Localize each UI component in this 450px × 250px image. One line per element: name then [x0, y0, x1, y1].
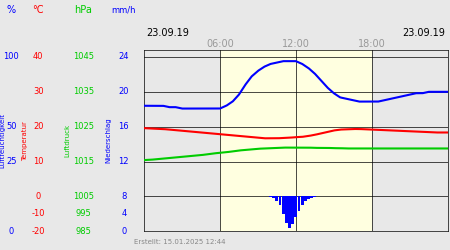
Text: 20: 20	[33, 122, 44, 131]
Bar	[307, 196, 310, 199]
Text: Temperatur: Temperatur	[22, 121, 28, 160]
Text: Niederschlag: Niederschlag	[105, 118, 111, 164]
Bar	[220, 50, 372, 231]
Bar	[288, 196, 291, 228]
Text: 0: 0	[121, 227, 126, 236]
Text: 12: 12	[118, 157, 129, 166]
Bar	[285, 196, 288, 222]
Bar	[310, 196, 313, 198]
Text: 4: 4	[121, 209, 126, 218]
Text: 0: 0	[9, 227, 14, 236]
Bar	[269, 196, 272, 197]
Text: °C: °C	[32, 5, 44, 15]
Text: 25: 25	[6, 157, 17, 166]
Bar	[279, 196, 281, 205]
Bar	[314, 196, 316, 197]
Text: -10: -10	[32, 209, 45, 218]
Bar	[297, 196, 301, 211]
Text: 50: 50	[6, 122, 17, 131]
Text: 995: 995	[76, 209, 91, 218]
Text: 8: 8	[121, 192, 126, 201]
Text: 1015: 1015	[73, 157, 94, 166]
Text: %: %	[7, 5, 16, 15]
Bar	[304, 196, 307, 201]
Bar	[294, 196, 297, 217]
Text: 30: 30	[33, 87, 44, 96]
Text: 10: 10	[33, 157, 44, 166]
Bar	[272, 196, 275, 198]
Text: Luftfeuchtigkeit: Luftfeuchtigkeit	[0, 113, 5, 168]
Text: 40: 40	[33, 52, 44, 62]
Text: mm/h: mm/h	[112, 6, 136, 15]
Text: Erstellt: 15.01.2025 12:44: Erstellt: 15.01.2025 12:44	[134, 239, 226, 245]
Text: 24: 24	[118, 52, 129, 62]
Text: 100: 100	[4, 52, 19, 62]
Bar	[275, 196, 278, 201]
Text: 23.09.19: 23.09.19	[403, 28, 446, 38]
Text: Luftdruck: Luftdruck	[64, 124, 71, 157]
Text: 1005: 1005	[73, 192, 94, 201]
Bar	[291, 196, 294, 224]
Text: 20: 20	[118, 87, 129, 96]
Text: hPa: hPa	[74, 5, 92, 15]
Bar	[301, 196, 304, 205]
Text: 23.09.19: 23.09.19	[146, 28, 189, 38]
Text: 985: 985	[75, 227, 91, 236]
Text: -20: -20	[32, 227, 45, 236]
Text: 1025: 1025	[73, 122, 94, 131]
Text: 1045: 1045	[73, 52, 94, 62]
Text: 0: 0	[36, 192, 41, 201]
Bar	[282, 196, 284, 214]
Text: 16: 16	[118, 122, 129, 131]
Text: 1035: 1035	[73, 87, 94, 96]
